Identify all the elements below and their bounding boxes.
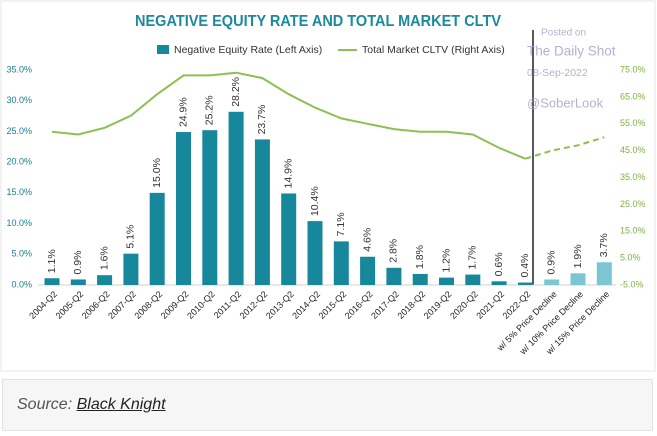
data-label: 24.9%	[177, 97, 189, 127]
watermark: @SoberLook	[527, 95, 604, 110]
y2-tick-label: 25.0%	[620, 199, 646, 209]
y2-tick-label: 15.0%	[620, 226, 646, 236]
data-label: 1.2%	[440, 249, 452, 273]
y-tick-label: 15.0%	[6, 187, 32, 197]
data-label: 0.6%	[493, 252, 505, 276]
data-label: 10.4%	[309, 186, 321, 216]
data-label: 2.8%	[388, 239, 400, 263]
bar	[281, 193, 297, 285]
chart-frame	[0, 0, 656, 372]
bar	[149, 192, 165, 285]
bar	[228, 111, 244, 286]
y-tick-label: 0.0%	[11, 279, 32, 289]
y-tick-label: 25.0%	[6, 126, 32, 136]
data-label: 0.9%	[545, 251, 557, 275]
watermark: The Daily Shot	[527, 44, 616, 59]
data-label: 28.2%	[230, 77, 242, 107]
bar	[123, 253, 139, 285]
bar	[44, 278, 60, 285]
bar	[465, 274, 481, 285]
legend-swatch	[157, 45, 169, 54]
data-label: 4.6%	[361, 228, 373, 252]
data-label: 1.6%	[98, 246, 110, 270]
chart: NEGATIVE EQUITY RATE AND TOTAL MARKET CL…	[0, 0, 656, 372]
data-label: 15.0%	[151, 158, 163, 188]
y-tick-label: 20.0%	[6, 157, 32, 167]
bar	[202, 130, 218, 285]
bar	[97, 275, 113, 285]
bar	[360, 256, 376, 285]
y-tick-label: 35.0%	[6, 64, 32, 74]
legend-label: Negative Equity Rate (Left Axis)	[174, 44, 322, 56]
bar	[439, 277, 454, 285]
data-label: 23.7%	[256, 105, 268, 135]
y2-tick-label: -5.0%	[620, 279, 644, 289]
y2-tick-label: 55.0%	[620, 118, 646, 128]
y-tick-label: 30.0%	[6, 95, 32, 105]
data-label: 0.9%	[72, 251, 84, 275]
data-label: 14.9%	[282, 159, 294, 189]
y2-tick-label: 35.0%	[620, 172, 646, 182]
watermark: 08-Sep-2022	[527, 67, 588, 79]
data-label: 1.8%	[414, 245, 426, 269]
legend-label: Total Market CLTV (Right Axis)	[362, 44, 505, 56]
bar	[176, 132, 191, 285]
y2-tick-label: 45.0%	[620, 145, 646, 155]
bar	[254, 139, 270, 285]
line	[51, 71, 526, 160]
y2-tick-label: 5.0%	[620, 253, 641, 263]
source-label: Source:	[17, 396, 73, 413]
data-label: 3.7%	[598, 233, 610, 257]
data-label: 7.1%	[335, 212, 347, 236]
source-link[interactable]: Black Knight	[76, 396, 166, 413]
y-tick-label: 10.0%	[6, 218, 32, 228]
line-projection	[525, 136, 605, 160]
bar	[386, 267, 402, 285]
y2-tick-label: 75.0%	[620, 64, 646, 74]
bar	[491, 281, 507, 285]
bar	[307, 221, 323, 285]
bar	[544, 279, 560, 285]
bar	[333, 241, 349, 285]
data-label: 5.1%	[125, 225, 137, 249]
source-caption: Source: Black Knight	[2, 379, 653, 431]
chart-title: NEGATIVE EQUITY RATE AND TOTAL MARKET CL…	[135, 13, 501, 30]
data-label: 1.7%	[467, 246, 479, 270]
data-label: 1.1%	[46, 249, 58, 273]
y-tick-label: 5.0%	[11, 249, 32, 259]
data-label: 0.4%	[519, 254, 531, 278]
bar	[412, 273, 428, 285]
data-label: 1.9%	[572, 244, 584, 268]
bar	[570, 273, 586, 285]
watermark: Posted on	[541, 28, 586, 39]
bar	[596, 262, 612, 285]
bar	[517, 282, 533, 285]
bar	[70, 279, 86, 285]
data-label: 25.2%	[204, 95, 216, 125]
y2-tick-label: 65.0%	[620, 91, 646, 101]
